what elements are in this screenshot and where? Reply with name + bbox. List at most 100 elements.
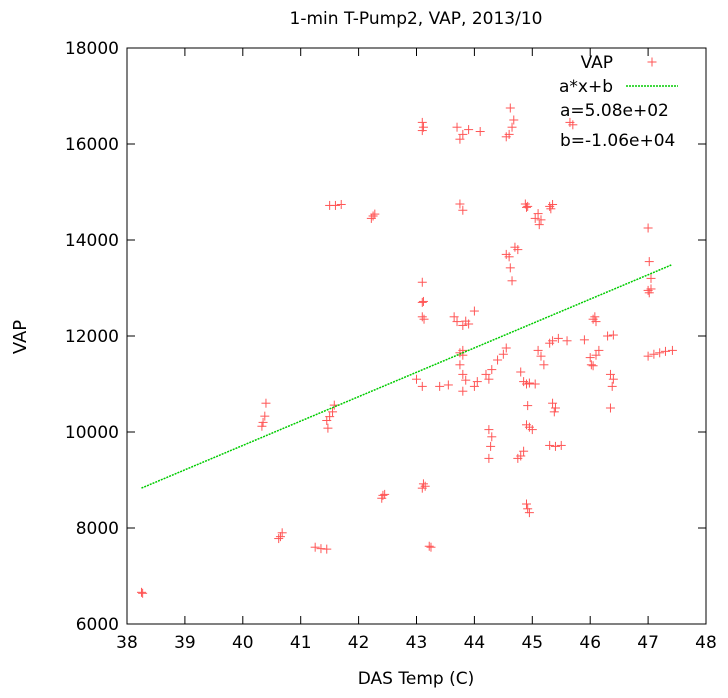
x-tick-label: 45: [521, 633, 543, 653]
data-point: [605, 403, 615, 413]
data-point: [509, 115, 519, 125]
data-point: [523, 401, 533, 411]
data-point: [549, 407, 559, 417]
data-points: [136, 103, 677, 598]
data-point: [417, 381, 427, 391]
data-point: [530, 213, 540, 223]
data-point: [330, 200, 340, 210]
data-point: [455, 360, 465, 370]
data-point: [461, 375, 471, 385]
data-point: [553, 333, 563, 343]
x-tick-label: 41: [290, 633, 312, 653]
data-point: [417, 117, 427, 127]
data-point: [522, 202, 532, 212]
data-point: [524, 378, 534, 388]
data-point: [646, 284, 656, 294]
data-point: [562, 336, 572, 346]
y-tick-label: 14000: [65, 231, 119, 251]
data-point: [277, 528, 287, 538]
data-point: [603, 331, 613, 341]
data-point: [533, 345, 543, 355]
x-tick-label: 48: [695, 633, 717, 653]
data-point: [475, 127, 485, 137]
data-point: [452, 122, 462, 132]
data-point: [534, 220, 544, 230]
data-point: [646, 273, 656, 283]
data-point: [368, 211, 378, 221]
data-point: [458, 205, 468, 215]
data-point: [275, 532, 285, 542]
data-point: [568, 120, 578, 130]
data-point: [455, 134, 465, 144]
data-point: [550, 441, 560, 451]
data-point: [464, 125, 474, 135]
data-point: [588, 361, 598, 371]
data-point: [507, 276, 517, 286]
data-point: [418, 296, 428, 306]
x-tick-label: 47: [637, 633, 659, 653]
data-point: [458, 369, 468, 379]
data-point: [455, 199, 465, 209]
data-point: [325, 412, 335, 422]
data-point: [507, 122, 517, 132]
data-point: [585, 353, 595, 363]
data-point: [545, 440, 555, 450]
y-tick-label: 16000: [65, 135, 119, 155]
data-point: [469, 306, 479, 316]
y-tick-label: 8000: [76, 519, 119, 539]
data-point: [370, 209, 380, 219]
data-point: [417, 126, 427, 136]
data-point: [522, 499, 532, 509]
data-point: [505, 263, 515, 273]
data-point: [546, 204, 556, 214]
data-point: [516, 367, 526, 377]
data-point: [527, 425, 537, 435]
data-point: [605, 369, 615, 379]
data-point: [586, 360, 596, 370]
data-point: [412, 374, 421, 384]
legend-b-value: b=-1.06e+04: [560, 131, 675, 151]
data-point: [417, 277, 427, 287]
data-point: [449, 312, 459, 322]
x-tick-label: 43: [406, 633, 428, 653]
data-point: [608, 374, 618, 384]
data-point: [261, 398, 271, 408]
data-point: [484, 425, 494, 435]
x-tick-label: 46: [579, 633, 601, 653]
data-point: [608, 330, 618, 340]
x-tick-label: 42: [348, 633, 370, 653]
data-point: [530, 379, 540, 389]
plot-frame: [126, 47, 707, 625]
data-point: [548, 199, 558, 209]
data-point: [458, 386, 468, 396]
x-axis-label: DAS Temp (C): [358, 669, 474, 689]
data-point: [498, 349, 508, 359]
data-point: [417, 297, 427, 307]
data-point: [472, 377, 482, 387]
data-point: [257, 421, 267, 431]
data-point: [481, 369, 491, 379]
fit-line: [141, 264, 672, 489]
data-point: [644, 288, 654, 298]
data-point: [536, 215, 546, 225]
data-point: [493, 355, 503, 365]
data-point: [418, 479, 428, 489]
y-tick-label: 10000: [65, 423, 119, 443]
data-point: [501, 343, 511, 353]
legend-cross-icon: [647, 57, 657, 67]
data-point: [322, 544, 332, 554]
legend-series-marker: [647, 57, 657, 67]
data-point: [469, 381, 479, 391]
data-point: [435, 381, 445, 391]
x-tick-label: 38: [116, 633, 138, 653]
fit-line-group: [141, 264, 672, 489]
data-point: [644, 257, 654, 267]
data-point: [524, 508, 534, 518]
data-point: [643, 223, 653, 233]
data-point: [424, 541, 434, 551]
data-point: [539, 360, 549, 370]
data-point: [667, 345, 677, 355]
axis-ticks: 38 39 40 41 42 43 44 45 46 47 48 6000 8000 10000 12000…: [65, 39, 717, 653]
data-point: [260, 411, 270, 421]
data-point: [310, 542, 320, 552]
